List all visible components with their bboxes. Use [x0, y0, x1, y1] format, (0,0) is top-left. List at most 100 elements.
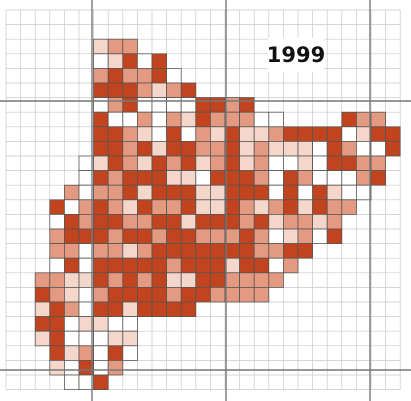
- cell: [180, 170, 197, 186]
- cell: [326, 184, 343, 201]
- cell: [107, 330, 124, 347]
- cell: [195, 286, 211, 303]
- cell: [370, 155, 387, 172]
- cell: [151, 140, 168, 157]
- cell: [136, 155, 153, 172]
- cell: [122, 38, 138, 55]
- cell: [93, 345, 109, 361]
- cell: [268, 140, 284, 157]
- cell: [136, 272, 153, 288]
- cell: [107, 68, 124, 84]
- cell: [180, 111, 197, 128]
- cell: [136, 301, 153, 318]
- cell: [93, 257, 109, 274]
- cell: [370, 111, 387, 128]
- cell: [107, 155, 124, 172]
- cell: [64, 199, 80, 215]
- cell: [151, 126, 168, 142]
- cell: [151, 53, 168, 69]
- cell: [93, 286, 109, 303]
- cell: [93, 97, 109, 113]
- cell: [195, 140, 211, 157]
- cell: [151, 184, 168, 201]
- cell: [282, 228, 299, 245]
- cell: [64, 272, 80, 288]
- cell: [93, 374, 109, 391]
- cell: [136, 111, 153, 128]
- cell: [107, 38, 124, 55]
- cell: [326, 140, 343, 157]
- cell: [151, 286, 168, 303]
- cell: [107, 126, 124, 142]
- cell: [385, 126, 401, 142]
- cell: [268, 243, 284, 259]
- cell: [180, 97, 197, 113]
- cell: [93, 184, 109, 201]
- cell: [93, 82, 109, 99]
- cell: [370, 140, 387, 157]
- cell: [224, 213, 241, 230]
- cell: [49, 257, 65, 274]
- cell: [239, 111, 255, 128]
- cell: [253, 272, 270, 288]
- cell: [253, 257, 270, 274]
- cell: [195, 155, 211, 172]
- cell: [239, 155, 255, 172]
- cell: [107, 272, 124, 288]
- cell: [282, 170, 299, 186]
- cell: [224, 170, 241, 186]
- cell: [341, 184, 357, 201]
- cell: [355, 184, 372, 201]
- cell: [122, 97, 138, 113]
- cell: [166, 272, 182, 288]
- cell: [166, 111, 182, 128]
- cell: [355, 155, 372, 172]
- cell: [239, 126, 255, 142]
- cell: [224, 184, 241, 201]
- cell: [136, 243, 153, 259]
- cell: [49, 330, 65, 347]
- cell: [370, 126, 387, 142]
- cell: [209, 243, 226, 259]
- cell: [122, 257, 138, 274]
- cell: [49, 345, 65, 361]
- cell: [166, 184, 182, 201]
- cell: [209, 272, 226, 288]
- cell: [136, 140, 153, 157]
- cell: [122, 228, 138, 245]
- cell: [166, 228, 182, 245]
- cell: [180, 213, 197, 230]
- cell: [93, 330, 109, 347]
- cell: [93, 68, 109, 84]
- cell: [64, 213, 80, 230]
- cell: [49, 272, 65, 288]
- cell: [239, 184, 255, 201]
- cell: [195, 111, 211, 128]
- cell: [209, 199, 226, 215]
- cell: [122, 184, 138, 201]
- cell: [341, 140, 357, 157]
- cell: [268, 184, 284, 201]
- cell: [297, 170, 314, 186]
- cell: [209, 155, 226, 172]
- cell: [224, 199, 241, 215]
- cell: [122, 68, 138, 84]
- cell: [253, 155, 270, 172]
- cell: [253, 140, 270, 157]
- cell: [224, 140, 241, 157]
- cell: [122, 243, 138, 259]
- cell: [268, 111, 284, 128]
- cell: [166, 68, 182, 84]
- cell: [93, 359, 109, 376]
- cell: [180, 155, 197, 172]
- cell: [151, 257, 168, 274]
- cell: [136, 257, 153, 274]
- cell: [93, 316, 109, 332]
- cell: [166, 170, 182, 186]
- cell: [107, 97, 124, 113]
- cell: [64, 345, 80, 361]
- cell: [253, 126, 270, 142]
- cell: [151, 155, 168, 172]
- cell: [312, 155, 328, 172]
